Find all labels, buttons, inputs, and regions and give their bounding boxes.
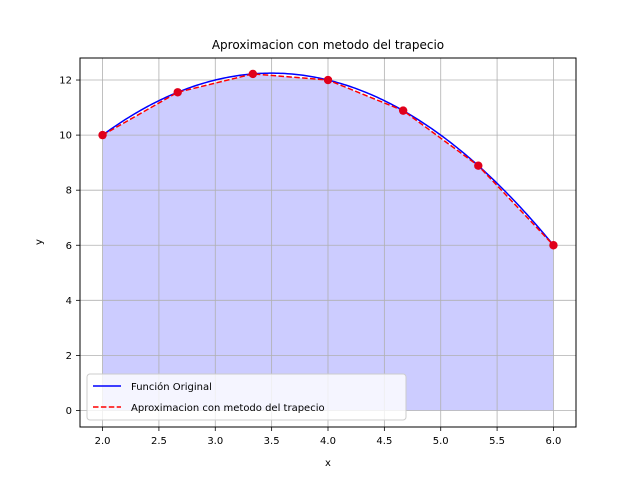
data-point-marker <box>173 88 182 97</box>
x-tick-label: 3.5 <box>264 436 280 447</box>
x-tick-label: 4.0 <box>320 436 336 447</box>
data-point-marker <box>323 75 333 85</box>
data-point-marker <box>398 106 408 115</box>
chart-title: Aproximacion con metodo del trapecio <box>212 38 444 52</box>
x-tick-label: 2.0 <box>95 436 111 447</box>
y-tick-label: 6 <box>66 241 72 252</box>
x-tick-label: 3.0 <box>207 436 223 447</box>
data-point-marker <box>549 241 558 250</box>
y-tick-label: 8 <box>66 186 72 197</box>
marker-layer <box>98 69 558 250</box>
y-tick-label: 4 <box>66 296 72 307</box>
legend-label-original: Función Original <box>131 381 212 393</box>
x-tick-label: 2.5 <box>151 436 167 447</box>
tick-layer: 2.0 2.5 3.0 3.5 4.0 4.5 5.0 5.5 6.0 0 2 4 6 8 10 12 <box>59 76 561 447</box>
y-tick-label: 10 <box>59 131 72 142</box>
x-tick-label: 4.5 <box>376 436 392 447</box>
legend-label-trapecio: Aproximacion con metodo del trapecio <box>131 403 325 414</box>
y-tick-label: 12 <box>59 76 72 87</box>
legend-box <box>86 373 407 421</box>
data-point-marker <box>248 69 258 79</box>
legend: Función Original Aproximacion con metodo… <box>86 373 407 421</box>
data-point-marker <box>474 161 483 170</box>
x-tick-label: 5.5 <box>489 436 505 447</box>
x-axis-label: x <box>325 458 331 469</box>
y-tick-label: 0 <box>66 406 72 417</box>
x-tick-label: 5.0 <box>433 436 449 447</box>
data-point-marker <box>98 130 107 140</box>
y-tick-label: 2 <box>66 351 72 362</box>
x-tick-label: 6.0 <box>546 436 562 447</box>
y-axis-label: y <box>34 239 45 245</box>
